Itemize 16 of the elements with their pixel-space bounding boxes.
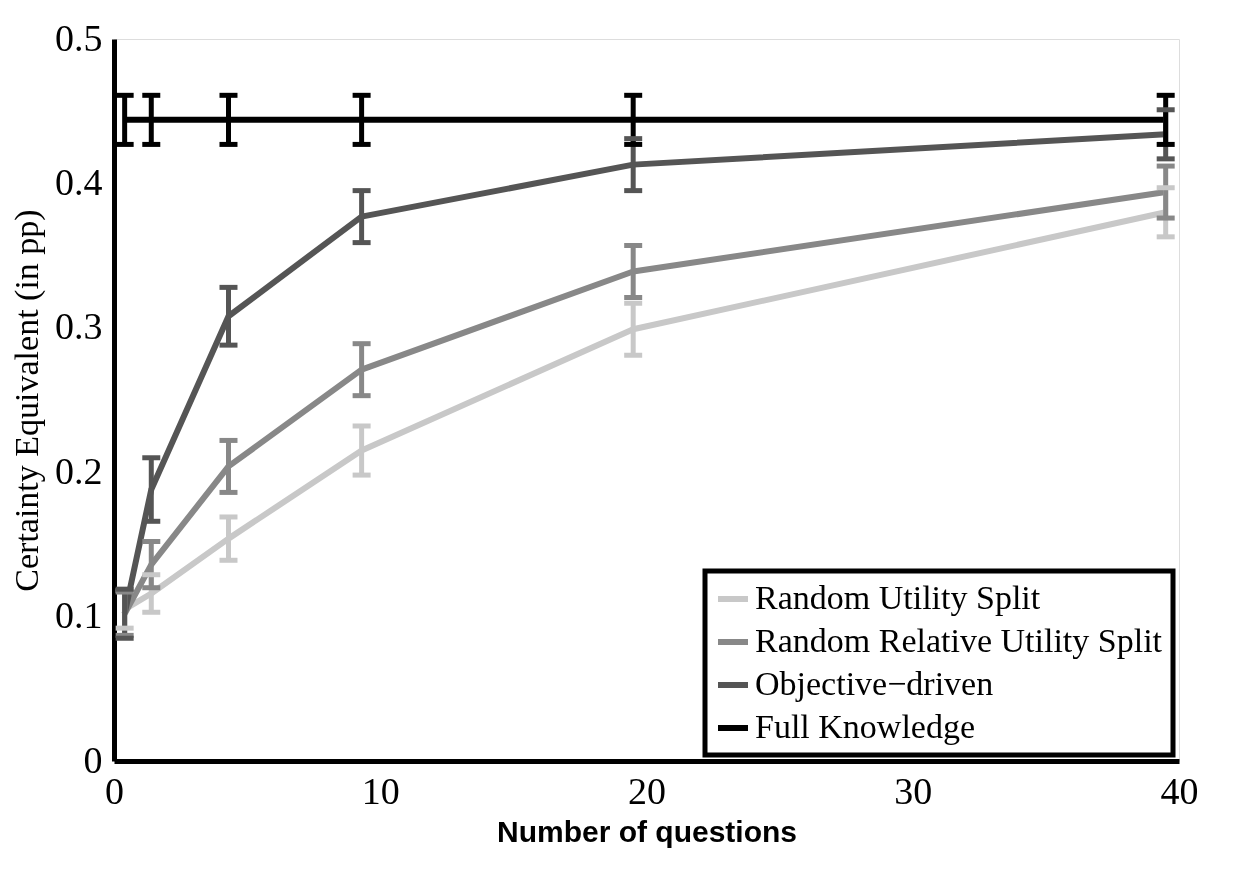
x-tick-label: 30 bbox=[894, 769, 933, 812]
legend-label: Random Utility Split bbox=[755, 579, 1041, 616]
x-tick-label: 10 bbox=[361, 769, 400, 812]
legend-label: Objective−driven bbox=[755, 665, 994, 702]
y-tick-label: 0.1 bbox=[55, 594, 103, 637]
y-tick-label: 0.2 bbox=[55, 449, 103, 492]
y-tick-label: 0.4 bbox=[55, 160, 103, 203]
legend-label: Random Relative Utility Split bbox=[755, 622, 1163, 659]
x-axis-title: Number of questions bbox=[496, 814, 798, 848]
y-tick-label: 0.3 bbox=[55, 305, 103, 348]
x-tick-label: 20 bbox=[628, 769, 666, 812]
y-tick-label: 0 bbox=[83, 738, 103, 781]
x-tick-label: 40 bbox=[1160, 769, 1199, 812]
legend-label: Full Knowledge bbox=[755, 708, 976, 745]
y-tick-label: 0.5 bbox=[55, 16, 103, 59]
y-axis-title: Certainty Equivalent (in pp) bbox=[8, 209, 46, 592]
